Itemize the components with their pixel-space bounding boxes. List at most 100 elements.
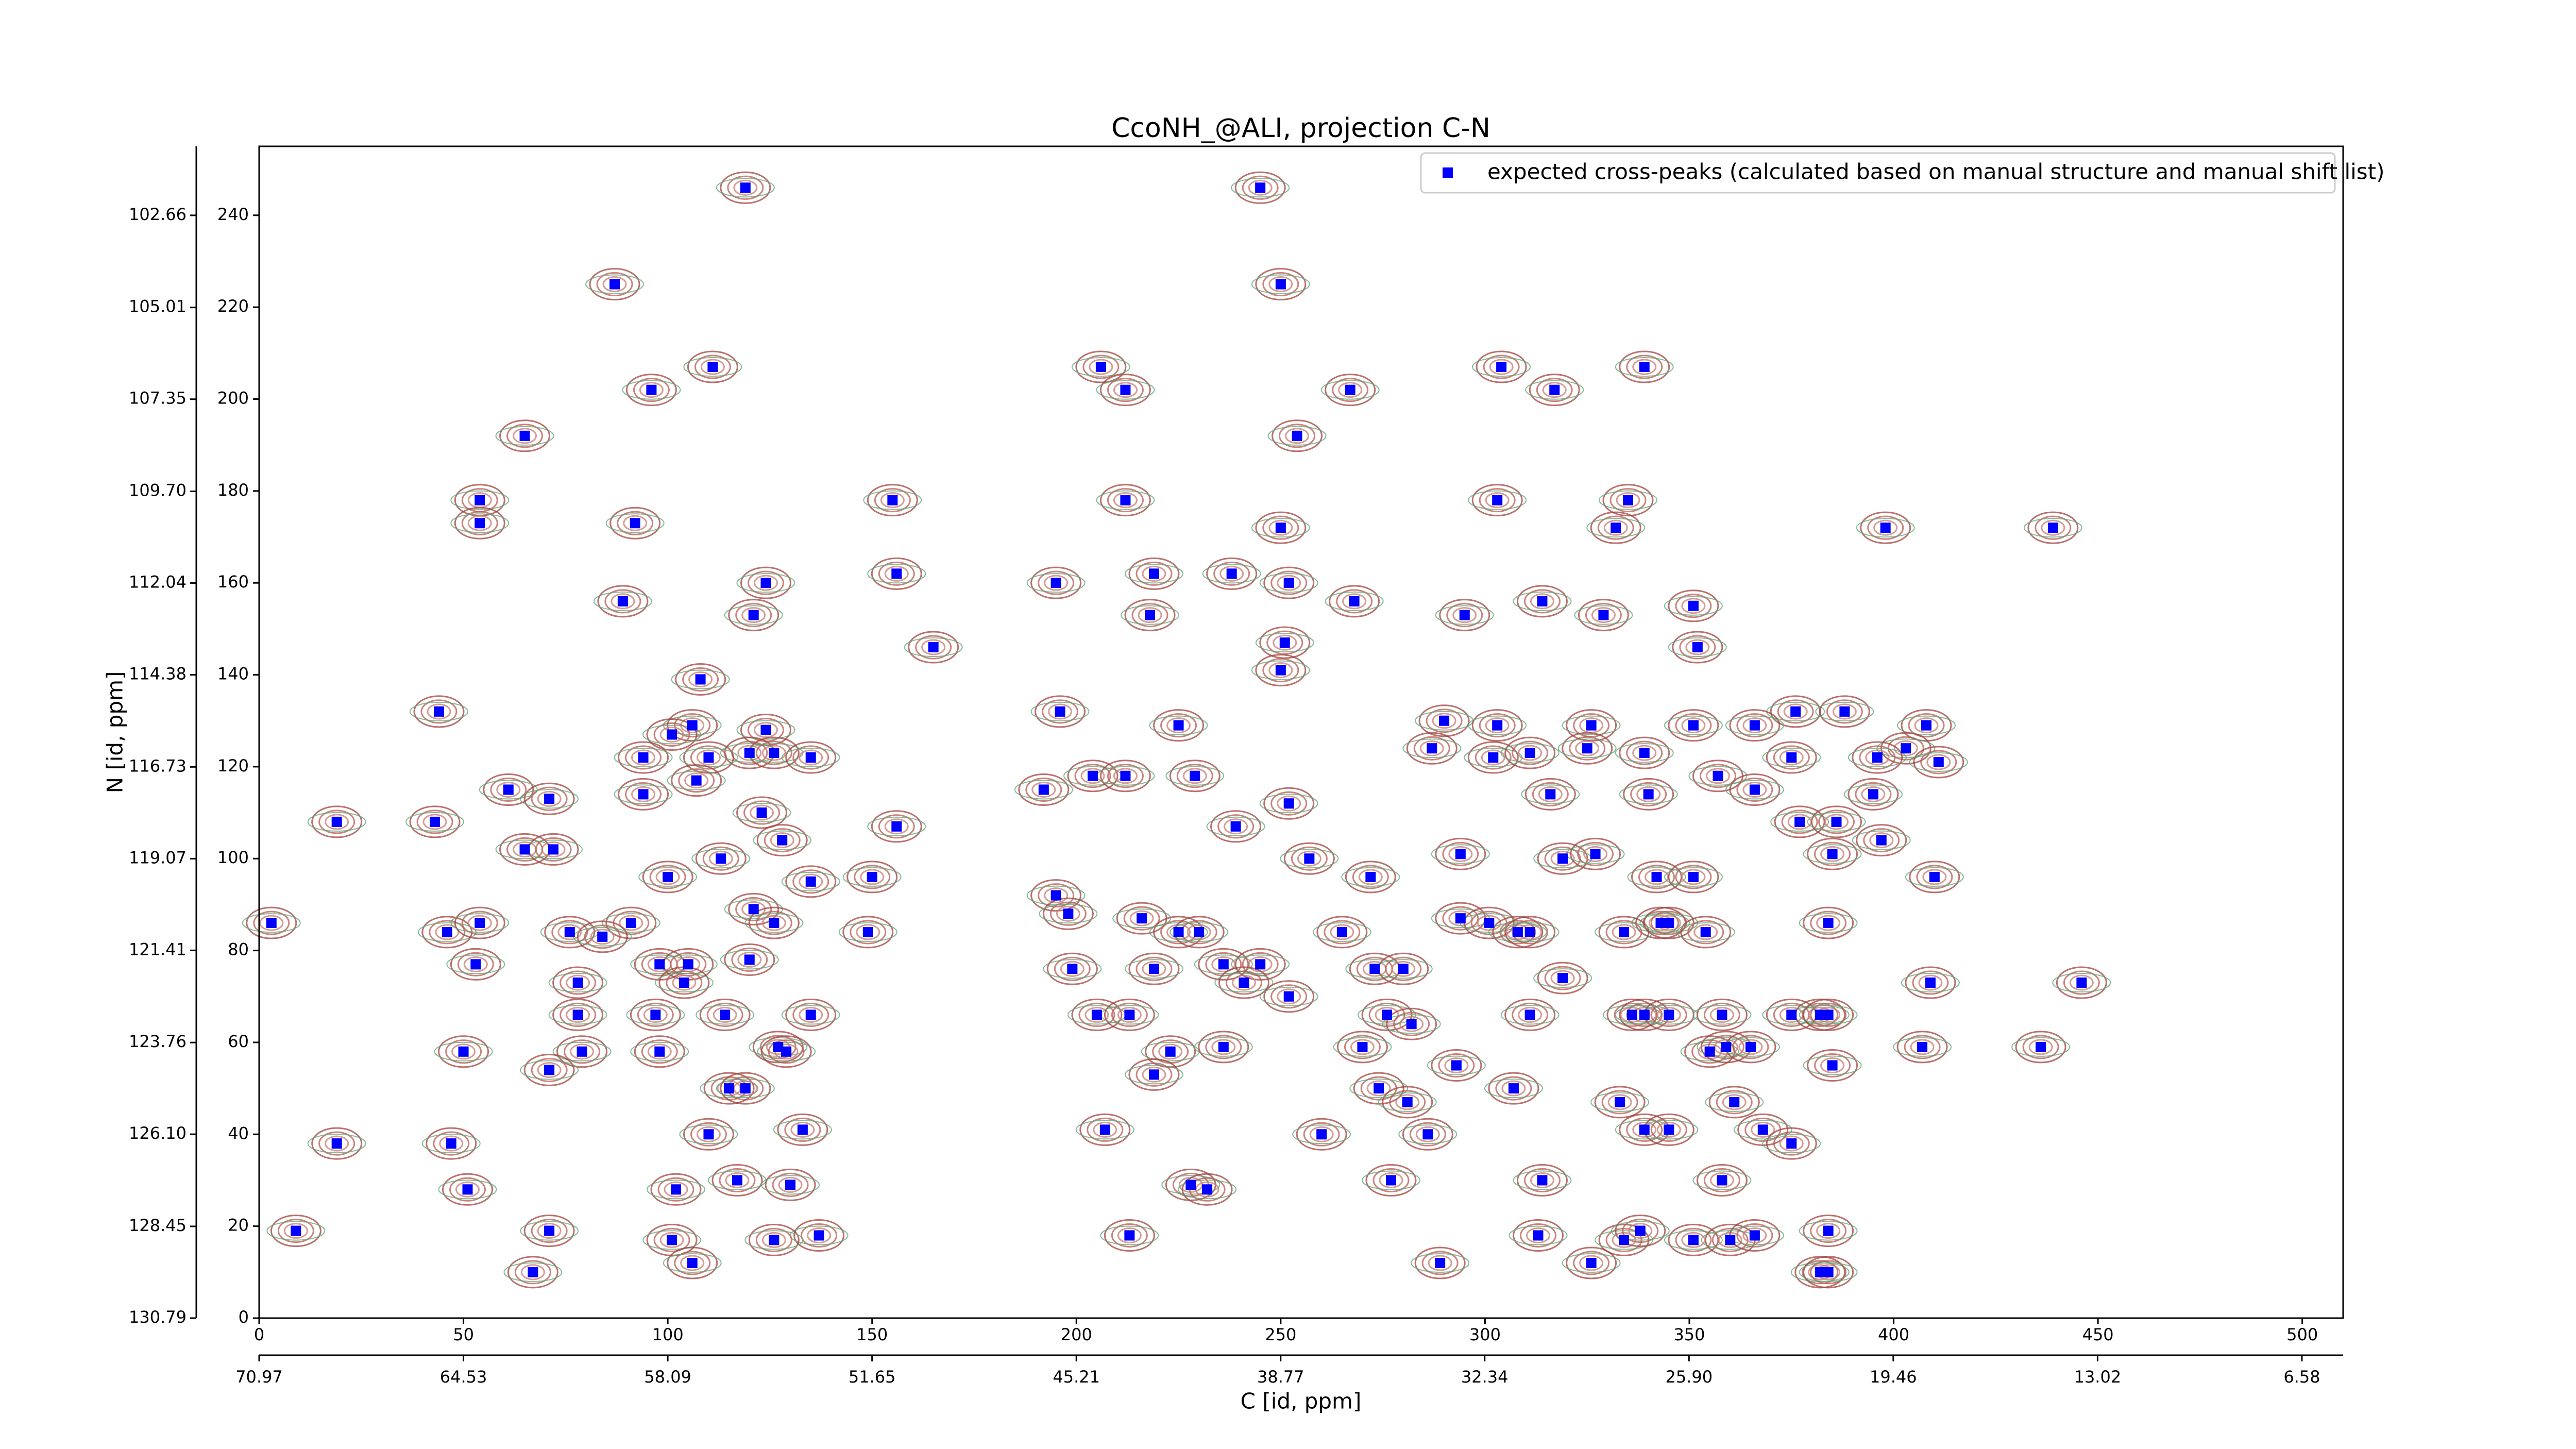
contour: [765, 1168, 816, 1201]
contour: [609, 507, 661, 540]
cross-peak: [474, 518, 485, 529]
contour: [513, 428, 537, 444]
contour: [1680, 916, 1732, 949]
contour: [735, 603, 772, 628]
contour: [1523, 589, 1561, 614]
contour: [1500, 922, 1560, 942]
cross-peak: [548, 844, 559, 855]
contour: [642, 861, 693, 894]
contour: [755, 1227, 792, 1252]
contour: [770, 832, 794, 849]
contour: [1386, 1007, 1437, 1040]
contour: [1807, 812, 1866, 832]
contour: [541, 841, 566, 857]
contour: [1692, 1005, 1752, 1025]
contour: [556, 1035, 608, 1068]
cross-peak: [1925, 978, 1936, 988]
contour: [646, 1223, 698, 1256]
y-tick-label: 0: [239, 1307, 249, 1327]
contour: [1622, 1219, 1659, 1243]
contour: [2041, 519, 2065, 536]
contour: [719, 1168, 756, 1192]
contour: [405, 812, 465, 832]
contour: [1816, 915, 1841, 931]
y2-tick-label: 116.73: [129, 756, 187, 776]
contour: [537, 790, 562, 807]
contour: [619, 915, 643, 931]
cross-peak: [519, 430, 530, 441]
contour: [1773, 1131, 1810, 1156]
contour: [1444, 1057, 1469, 1074]
contour: [1632, 1121, 1657, 1138]
contour: [1042, 699, 1079, 724]
cross-peak: [695, 674, 706, 685]
contour: [1166, 924, 1191, 940]
contour: [1599, 490, 1658, 510]
cross-peak: [1459, 610, 1470, 620]
contour: [1107, 764, 1144, 788]
contour: [1476, 350, 1527, 383]
contour: [520, 1060, 579, 1080]
contour: [514, 1260, 551, 1285]
contour: [1918, 974, 1943, 991]
contour: [700, 359, 725, 375]
contour: [650, 1173, 702, 1206]
cross-peak: [769, 1235, 779, 1245]
contour: [1104, 1219, 1155, 1252]
contour: [1104, 998, 1155, 1031]
contour: [454, 906, 505, 939]
contour: [450, 490, 510, 510]
contour: [1280, 849, 1339, 869]
cross-peak: [1345, 384, 1355, 395]
cross-peak: [1038, 784, 1049, 795]
contour: [736, 720, 795, 740]
x2-tick-label: 32.34: [1461, 1367, 1509, 1387]
y2-tick-label: 121.41: [129, 939, 187, 959]
contour: [880, 492, 905, 509]
contour: [904, 637, 963, 658]
contour: [630, 1041, 689, 1062]
cross-peak: [1590, 849, 1601, 860]
contour: [1277, 575, 1301, 591]
contour: [1706, 768, 1730, 784]
contour: [523, 1053, 575, 1086]
contour: [537, 1223, 562, 1239]
contour: [1803, 998, 1854, 1031]
cross-peak: [732, 1175, 742, 1186]
contour: [1656, 1121, 1681, 1138]
contour: [1142, 1066, 1166, 1083]
contour: [1312, 922, 1371, 942]
cross-peak: [805, 1009, 816, 1020]
contour: [792, 1002, 829, 1027]
contour: [1513, 1219, 1564, 1252]
contour: [1873, 519, 1898, 536]
cross-peak: [544, 1225, 555, 1236]
contour: [1729, 709, 1781, 742]
contour: [688, 671, 713, 687]
cross-peak: [544, 794, 555, 804]
contour: [1520, 1223, 1557, 1248]
contour: [1056, 905, 1080, 922]
cross-peak: [1406, 1019, 1417, 1030]
contour: [1093, 1121, 1117, 1138]
contour: [1270, 791, 1308, 816]
contour: [1668, 861, 1719, 894]
contour: [307, 1134, 366, 1154]
contour: [1679, 635, 1716, 660]
contour: [325, 1135, 349, 1152]
contour: [1811, 805, 1862, 838]
contour: [496, 781, 521, 798]
contour: [1382, 1014, 1441, 1034]
contour: [647, 1180, 705, 1200]
contour: [499, 419, 551, 452]
cross-peak: [1615, 1097, 1625, 1107]
cross-peak: [1623, 495, 1634, 506]
contour: [653, 722, 690, 747]
contour: [605, 513, 665, 533]
contour: [1262, 658, 1299, 683]
x2-tick-label: 13.02: [2074, 1367, 2122, 1387]
contour: [503, 1262, 563, 1282]
contour: [552, 1041, 612, 1062]
contour: [747, 570, 784, 595]
cross-peak: [1880, 523, 1891, 533]
